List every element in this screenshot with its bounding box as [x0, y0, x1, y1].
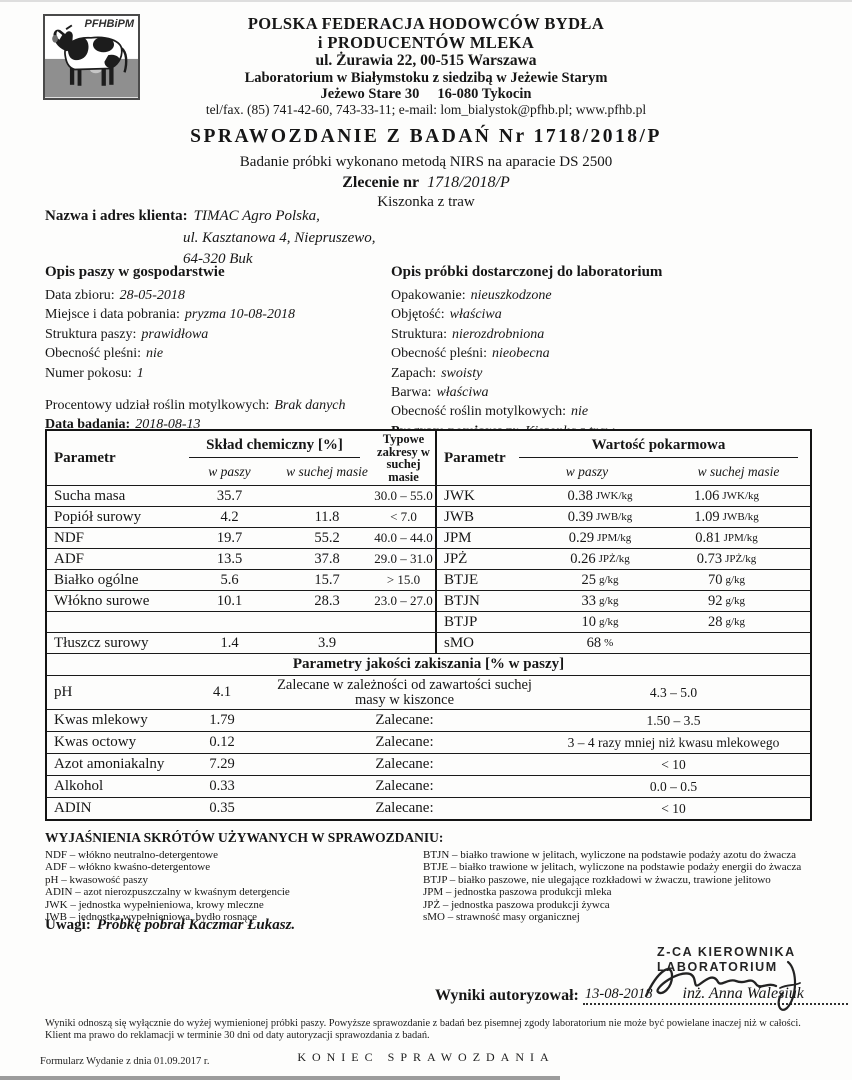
field-line: Data zbioru: 28-05-2018 — [45, 288, 185, 303]
org-address: ul. Żurawia 22, 00-515 Warszawa — [315, 52, 537, 69]
sample-description: Opis próbki dostarczonej do laboratorium… — [391, 264, 812, 441]
table-row: ADIN 0.35 Zalecane: < 10 — [54, 800, 686, 816]
table-row: Azot amoniakalny 7.29 Zalecane: < 10 — [47, 754, 810, 776]
list-item: pH – kwasowość paszy — [45, 873, 148, 886]
authorization-label: Wyniki autoryzował: — [435, 987, 579, 1004]
cow-icon — [45, 16, 138, 98]
field-line: Opakowanie: nieuszkodzone — [391, 288, 552, 303]
table-row: pH 4.1 Zalecane w zależności od zawartoś… — [47, 676, 810, 710]
report-title: SPRAWOZDANIE Z BADAŃ Nr 1718/2018/P — [190, 126, 662, 147]
field-line: Objętość: właściwa — [391, 307, 502, 323]
table-row: Sucha masa 35.7 30.0 – 55.0 JWK 0.38 JWK/kg 1… — [47, 486, 810, 507]
client-block: Nazwa i adres klienta: TIMAC Agro Polska,… — [45, 206, 376, 271]
table-row: BTJP 10 g/kg 28 g/kg — [47, 612, 810, 633]
form-version-text: Formularz Wydanie z dnia 01.09.2017 r. — [40, 1056, 210, 1067]
lab-address: Jeżewo Stare 30 16-080 Tykocin — [0, 86, 852, 102]
order-label: Zlecenie nr — [342, 174, 420, 191]
sample-type: Kiszonka z traw — [377, 194, 475, 210]
order-number: 1718/2018/P — [427, 174, 510, 191]
abbreviations-title: WYJAŚNIENIA SKRÓTÓW UŻYWANYCH W SPRAWOZD… — [45, 830, 444, 845]
lab-manager-stamp: Z-CA KIEROWNIKA LABORATORIUM — [657, 945, 796, 974]
farm-description: Opis paszy w gospodarstwie Data zbioru: 2… — [45, 264, 385, 441]
list-item: BTJE – białko trawione w jelitach, wylic… — [423, 861, 802, 874]
scan-artifact-bottom — [0, 1076, 560, 1080]
org-name-line2: i PRODUCENTÓW MLEKA — [317, 32, 535, 52]
table-row: Kwas mlekowy 1.79 Zalecane: 1.50 – 3.5 — [47, 710, 810, 732]
pfhbipm-logo: PFHBiPM — [43, 14, 140, 100]
scan-artifact-top — [0, 0, 852, 2]
remarks-line: Uwagi: Próbkę pobrał Kaczmar Łukasz. — [45, 917, 295, 934]
nutri-group-header: Wartość pokarmowa w paszy w suchej masie — [507, 431, 810, 485]
abbreviations-section: WYJAŚNIENIA SKRÓTÓW UŻYWANYCH W SPRAWOZD… — [45, 830, 816, 923]
legume-line: Procentowy udział roślin motylkowych: Bra… — [45, 398, 346, 414]
org-name-line1: POLSKA FEDERACJA HODOWCÓW BYDŁA — [247, 14, 605, 33]
list-item: JWK – jednostka wypełnieniowa, krowy mle… — [45, 898, 264, 911]
field-line: Zapach: swoisty — [391, 365, 483, 381]
table-row: ADF 13.5 37.8 29.0 – 31.0 JPŻ 0.26 JPŻ/kg 0.73… — [47, 549, 810, 570]
authorization-name: inż. Anna Walesiuk — [682, 985, 804, 1002]
logo-text: PFHBiPM — [84, 18, 135, 30]
nutri-param-header: Parametr — [435, 431, 507, 485]
lab-postcode: 16-080 Tykocin — [437, 86, 532, 102]
list-item: sMO – strawność masy organicznej — [423, 911, 580, 924]
field-line: Struktura paszy: prawidłowa — [45, 326, 209, 342]
field-line: Obecność pleśni: nie — [45, 346, 164, 362]
abbreviations-left: NDF – włókno neutralno-detergentowe ADF … — [45, 849, 423, 923]
table-header: Parametr Skład chemiczny [%] w paszy w su… — [47, 431, 810, 486]
results-table: Parametr Skład chemiczny [%] w paszy w su… — [45, 429, 812, 821]
sample-title: Opis próbki dostarczonej do laboratorium — [391, 264, 663, 280]
test-date-line: Data badania: 2018-08-13 — [45, 417, 201, 433]
client-address1: ul. Kasztanowa 4, Niepruszewo, — [183, 229, 376, 246]
client-address2: 64-320 Buk — [183, 251, 253, 267]
client-line: Nazwa i adres klienta: TIMAC Agro Polska, — [45, 206, 376, 228]
lab-name: Laboratorium w Białymstoku z siedzibą w … — [244, 70, 608, 86]
report-header: POLSKA FEDERACJA HODOWCÓW BYDŁA i PRODUC… — [0, 14, 852, 211]
list-item: NDF – włókno neutralno-detergentowe — [45, 849, 219, 861]
list-item: JPŻ – jednostka paszowa produkcji żywca — [423, 898, 610, 911]
client-name: TIMAC Agro Polska, — [193, 208, 320, 224]
abbreviations-right: BTJN – białko trawione w jelitach, wylic… — [423, 849, 816, 923]
table-row: NDF 19.7 55.2 40.0 – 44.0 JPM 0.29 JPM/kg 0.81… — [47, 528, 810, 549]
order-line: Zlecenie nr 1718/2018/P — [0, 174, 852, 192]
list-item: ADIN – azot nierozpuszczalny w kwaśnym d… — [45, 886, 290, 899]
silage-quality-band: Parametry jakości zakiszania [% w paszy] — [47, 654, 810, 676]
field-line: Obecność roślin motylkowych: nie — [391, 404, 589, 420]
farm-title: Opis paszy w gospodarstwie — [45, 264, 225, 280]
lab-street: Jeżewo Stare 30 — [320, 86, 420, 102]
authorization-date: 13-08-2018 — [584, 986, 653, 1002]
table-row: Kwas octowy 0.12 Zalecane: 3 – 4 razy mn… — [47, 732, 810, 754]
list-item: JWB – jednostka wypełnieniowa, bydło ros… — [45, 911, 258, 924]
field-line: Obecność pleśni: nieobecna — [391, 346, 550, 362]
method-line: Badanie próbki wykonano metodą NIRS na a… — [239, 154, 613, 170]
list-item: JPM – jednostka paszowa produkcji mleka — [423, 886, 612, 899]
chem-group-header: Skład chemiczny [%] w paszy w suchej masi… — [177, 431, 372, 485]
table-row: Tłuszcz surowy 1.4 3.9 sMO 68% — [47, 633, 810, 654]
table-row: Alkohol 0.33 Zalecane: 0.0 – 0.5 — [47, 776, 810, 798]
authorization-line: Wyniki autoryzował: 13-08-2018 inż. Anna… — [435, 985, 848, 1005]
table-row: Popiół surowy 4.2 11.8 < 7.0 JWB 0.39 JWB/kg 1… — [47, 507, 810, 528]
list-item: ADF – włókno kwaśno-detergentowe — [45, 861, 211, 874]
disclaimer-text: Wyniki odnoszą się wyłącznie do wyżej wy… — [45, 1018, 801, 1042]
field-line: Miejsce i data pobrania: pryzma 10-08-201… — [45, 307, 295, 323]
list-item: BTJP – białko paszowe, nie ulegające roz… — [423, 873, 771, 886]
field-line: Barwa: właściwa — [391, 385, 489, 401]
table-row: Włókno surowe 10.1 28.3 23.0 – 27.0 BTJN 33 g… — [47, 591, 810, 612]
remarks-text: Próbkę pobrał Kaczmar Łukasz. — [96, 917, 296, 933]
list-item: BTJN – białko trawione w jelitach, wylic… — [423, 849, 796, 861]
field-line: Numer pokosu: 1 — [45, 365, 144, 381]
lab-contact: tel/fax. (85) 741-42-60, 743-33-11; e-ma… — [205, 102, 647, 117]
typical-range-header: Typowe zakresy w suchej masie — [377, 432, 430, 484]
chem-param-header: Parametr — [54, 449, 116, 466]
signature-icon — [644, 960, 801, 1011]
description-columns: Opis paszy w gospodarstwie Data zbioru: 2… — [45, 264, 812, 441]
table-row: Białko ogólne 5.6 15.7 > 15.0 BTJE 25 g/kg 70 g… — [47, 570, 810, 591]
authorization-fill-line: 13-08-2018 inż. Anna Walesiuk — [582, 985, 848, 1005]
client-label: Nazwa i adres klienta: — [45, 208, 188, 224]
end-of-report-text: KONIEC SPRAWOZDANIA — [297, 1050, 555, 1064]
field-line: Struktura: nierozdrobniona — [391, 326, 545, 342]
remarks-label: Uwagi: — [45, 917, 91, 933]
